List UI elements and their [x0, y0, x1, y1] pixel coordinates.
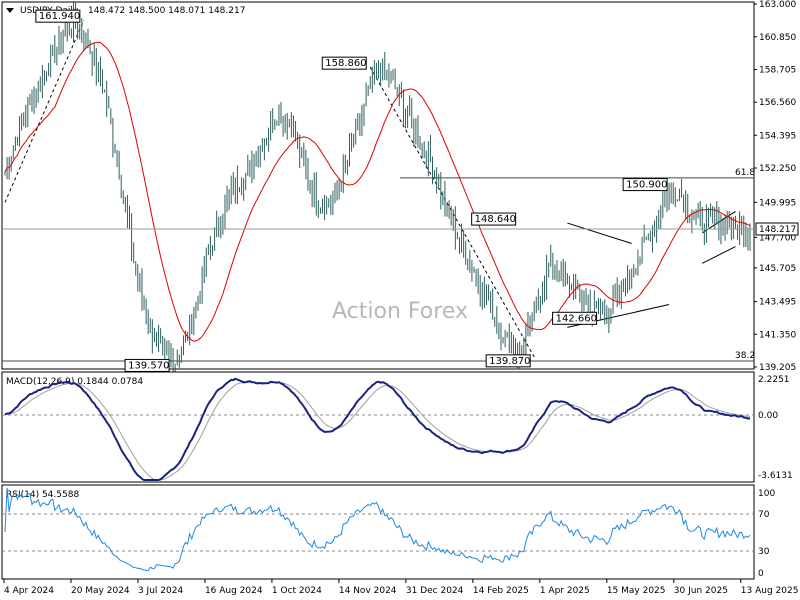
- price-tick-label: 152.250: [759, 164, 796, 174]
- macd-title: MACD(12,26,9) 0.1844 0.0784: [6, 377, 143, 387]
- price-panel: USDJPY,Daily 148.472 148.500 148.071 148…: [1, 0, 799, 381]
- price-annotation: 158.860: [325, 58, 366, 69]
- macd-tick-top: 2.2251: [758, 375, 790, 385]
- price-annotation-box: [471, 212, 517, 226]
- rsi-tick-70: 70: [758, 510, 770, 520]
- price-tick-label: 139.205: [759, 363, 796, 373]
- price-annotation-box: [35, 9, 81, 23]
- macd-tick-bottom: -3.6131: [758, 471, 793, 481]
- price-tick-label: 149.995: [759, 198, 796, 208]
- rsi-frame: [1, 484, 755, 580]
- price-annotation: 161.940: [39, 11, 80, 22]
- rsi-tick-30: 30: [758, 547, 770, 557]
- last-price-box: [755, 222, 799, 236]
- price-tick-label: 156.560: [759, 98, 796, 108]
- price-tick-label: 143.495: [759, 298, 796, 308]
- trend-lines: [4, 19, 736, 358]
- watermark: Action Forex: [332, 299, 468, 324]
- x-tick-label: 16 Aug 2024: [205, 586, 263, 596]
- x-tick-label: 13 Aug 2025: [741, 586, 799, 596]
- price-annotation: 150.900: [626, 180, 667, 191]
- trend-line: [702, 246, 736, 264]
- rsi-tick-100: 100: [758, 489, 775, 499]
- x-tick-label: 15 May 2025: [607, 586, 666, 596]
- x-tick-label: 4 Apr 2024: [4, 586, 54, 596]
- price-tick-label: 158.705: [759, 66, 796, 76]
- price-tick-label: 141.350: [759, 330, 796, 340]
- macd-line: [4, 377, 751, 481]
- price-tick-label: 154.395: [759, 131, 796, 141]
- price-annotation: 148.640: [475, 214, 516, 225]
- x-tick-label: 1 Apr 2025: [540, 586, 590, 596]
- x-tick-label: 31 Dec 2024: [406, 586, 464, 596]
- price-annotation-box: [321, 56, 367, 70]
- macd-panel: MACD(12,26,9) 0.1844 0.0784 2.2251 0.00 …: [1, 371, 793, 483]
- x-tick-label: 3 Jul 2024: [138, 586, 183, 596]
- price-tick-label: 147.700: [759, 233, 796, 243]
- rsi-panel: RSI(14) 54.5588 100 70 30 0: [1, 484, 775, 580]
- x-tick-label: 14 Feb 2025: [473, 586, 529, 596]
- rsi-title: RSI(14) 54.5588: [6, 490, 79, 500]
- fib-label: 38.2: [735, 351, 755, 361]
- moving-average-line: [4, 41, 751, 342]
- x-tick-label: 14 Nov 2024: [339, 586, 397, 596]
- price-candles: [4, 0, 751, 381]
- fib-label: 61.8: [735, 168, 755, 178]
- x-axis: 4 Apr 2024 20 May 2024 3 Jul 2024 16 Aug 20…: [3, 579, 799, 596]
- trend-line: [369, 66, 535, 358]
- macd-frame: [1, 371, 755, 483]
- last-price-label: 148.217: [759, 225, 796, 235]
- price-y-axis: 163.000 160.850 158.705 156.560 154.395 152.2…: [754, 0, 796, 373]
- x-tick-label: 1 Oct 2024: [272, 586, 322, 596]
- price-annotation-box: [485, 354, 531, 368]
- price-annotation: 142.660: [556, 313, 597, 324]
- price-ohlc: 148.472 148.500 148.071 148.217: [88, 6, 245, 16]
- price-tick-label: 145.705: [759, 264, 796, 274]
- macd-tick-zero: 0.00: [758, 411, 778, 421]
- price-annotation-box: [124, 358, 170, 372]
- price-tick-label: 163.000: [759, 0, 796, 10]
- trend-line: [567, 222, 632, 244]
- price-tick-label: 160.850: [759, 33, 796, 43]
- rsi-tick-0: 0: [758, 569, 764, 579]
- x-tick-label: 30 Jun 2025: [674, 586, 728, 596]
- price-annotation-box: [622, 178, 668, 192]
- price-annotation: 139.570: [128, 360, 169, 371]
- macd-signal-line: [4, 381, 751, 481]
- price-annotation: 139.870: [489, 356, 530, 367]
- x-tick-label: 20 May 2024: [71, 586, 130, 596]
- price-annotations: 161.940 139.570 158.860 139.870 148.640 142.6…: [35, 9, 668, 372]
- dropdown-arrow-icon[interactable]: [6, 8, 14, 13]
- rsi-line: [4, 487, 751, 572]
- price-annotation-box: [552, 311, 598, 325]
